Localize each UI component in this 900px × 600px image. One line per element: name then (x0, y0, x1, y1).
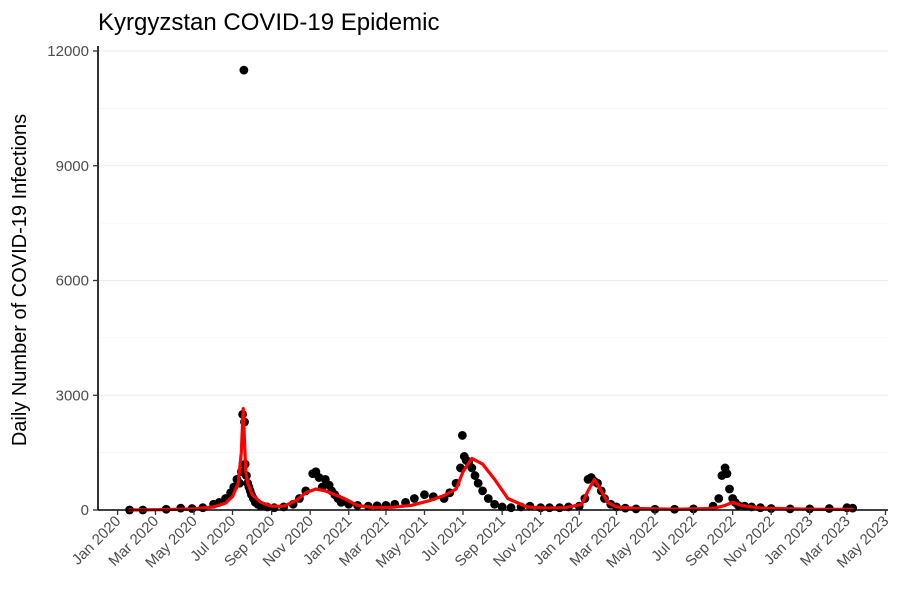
data-point (473, 478, 483, 488)
y-tick-label: 12000 (47, 43, 89, 60)
data-point (714, 494, 724, 503)
data-point (478, 486, 487, 496)
chart-title: Kyrgyzstan COVID-19 Epidemic (98, 9, 439, 36)
grid (98, 50, 888, 511)
y-axis-title: Daily Number of COVID-19 Infections (9, 114, 31, 446)
y-tick-label: 6000 (56, 273, 89, 290)
data-point (722, 469, 732, 479)
data-point (239, 65, 249, 75)
data-point (457, 431, 467, 440)
data-point (467, 463, 477, 473)
data-point (336, 497, 346, 507)
data-points (125, 65, 858, 515)
data-point (420, 490, 429, 500)
trend-line-group (128, 407, 855, 512)
y-tick-label: 3000 (56, 387, 89, 404)
y-tick-label: 0 (81, 502, 89, 519)
data-point (497, 502, 507, 512)
trend-line (128, 407, 855, 512)
data-point (470, 471, 480, 480)
y-tick-label: 9000 (56, 158, 89, 175)
data-point (409, 494, 419, 503)
data-point (725, 484, 734, 494)
data-point (490, 499, 499, 509)
data-point (483, 494, 493, 503)
